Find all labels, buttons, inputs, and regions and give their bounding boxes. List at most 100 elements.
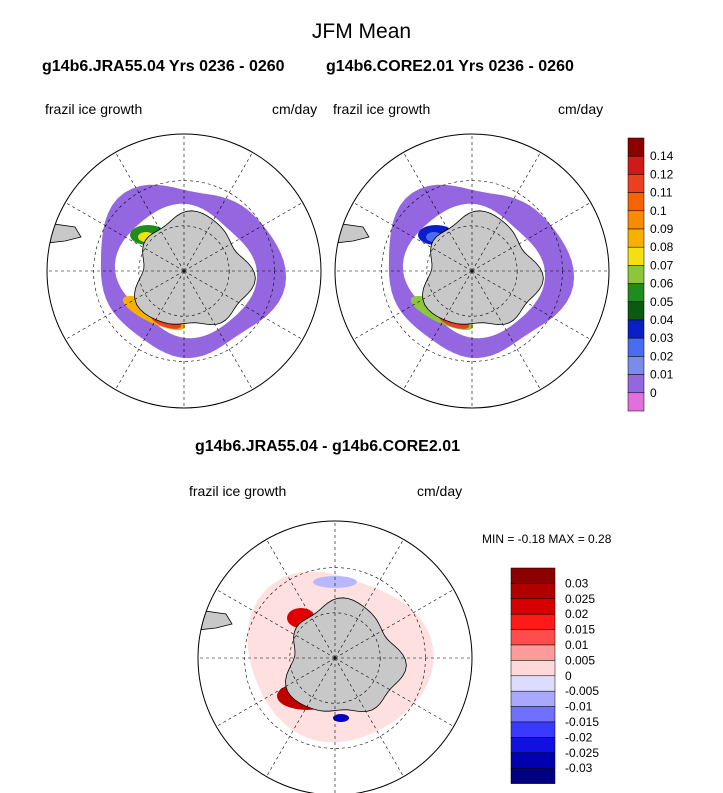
page-title: JFM Mean (311, 20, 412, 43)
colorbar-box (627, 301, 645, 321)
colorbar-label: 0.14 (650, 149, 674, 163)
south-america-landmass (47, 222, 82, 244)
colorbar-box (510, 583, 556, 600)
meridian-line (183, 270, 303, 340)
colorbar-box (510, 644, 556, 661)
latitude-circle-0 (289, 612, 381, 704)
colorbar-box (627, 155, 645, 175)
min-max-label: MIN = -0.18 MAX = 0.28 (482, 532, 612, 546)
south-america-landmass (198, 609, 233, 631)
colorbar-box (510, 598, 556, 615)
colorbar-label: 0.02 (650, 349, 674, 363)
colorbar-box (510, 721, 556, 738)
subtitle-left: g14b6.JRA55.04 Yrs 0236 - 0260 (42, 58, 285, 75)
colorbar-label: -0.01 (565, 700, 593, 714)
subtitle-right: g14b6.CORE2.01 Yrs 0236 - 0260 (326, 58, 574, 75)
colorbar-label: -0.015 (565, 715, 599, 729)
meridian-line (115, 152, 185, 272)
mean-colorbar: 0.14 0.12 0.11 0.1 0.09 0.08 0.07 0.06 0.05 0.04 0… (627, 137, 674, 412)
colorbar-label: 0.06 (650, 277, 674, 291)
colorbar-box (627, 392, 645, 412)
colorbar-box (627, 174, 645, 193)
colorbar-label: -0.025 (565, 746, 599, 760)
map-border (197, 520, 473, 793)
colorbar-label: 0.09 (650, 222, 674, 236)
meridian-line (403, 270, 473, 390)
colorbar-label: 0.05 (650, 295, 674, 309)
colorbar-box (510, 567, 556, 584)
colorbar-box (510, 767, 556, 784)
colorbar-box (627, 319, 645, 339)
colorbar-label: 0 (565, 669, 572, 683)
colorbar-box (627, 265, 645, 284)
meridian-line (65, 270, 185, 340)
colorbar-box (510, 660, 556, 677)
meridian-line (334, 539, 404, 659)
meridian-line (115, 270, 185, 390)
polar-map-1 (334, 133, 610, 409)
meridian-line (216, 589, 336, 659)
meridian-line (471, 270, 541, 390)
diff-negative-south (333, 714, 349, 722)
colorbar-box (627, 337, 645, 357)
colorbar-box (627, 228, 645, 248)
meridian-line (266, 657, 336, 777)
panel1-units-label: cm/day (272, 101, 318, 117)
meridian-line (471, 202, 591, 272)
colorbar-box (510, 752, 556, 769)
colorbar-label: 0.01 (565, 638, 589, 652)
colorbar-box (510, 690, 556, 707)
colorbar-label: 0.015 (565, 623, 595, 637)
map-border (334, 133, 610, 409)
colorbar-box (627, 210, 645, 230)
colorbar-label: 0.005 (565, 653, 595, 667)
map-border (46, 133, 322, 409)
meridian-line (183, 270, 253, 390)
meridian-line (471, 270, 591, 340)
meridian-line (65, 202, 185, 272)
colorbar-box (510, 737, 556, 754)
colorbar-box (510, 613, 556, 630)
panel2-variable-label: frazil ice growth (333, 101, 431, 117)
meridian-line (471, 152, 541, 272)
colorbar-label: 0.12 (650, 167, 674, 181)
colorbar-label: 0.02 (565, 607, 589, 621)
panel1-variable-label: frazil ice growth (45, 101, 143, 117)
colorbar-box (510, 706, 556, 723)
meridian-line (334, 657, 404, 777)
colorbar-box (627, 246, 645, 266)
latitude-circle-0 (138, 225, 230, 317)
colorbar-box (627, 356, 645, 375)
diff-negative-north (313, 576, 357, 588)
colorbar-label: 0.01 (650, 368, 674, 382)
colorbar-label: -0.005 (565, 684, 599, 698)
panel2-units-label: cm/day (558, 101, 604, 117)
colorbar-box (510, 629, 556, 646)
antarctica-landmass (422, 210, 544, 326)
meridian-line (266, 539, 336, 659)
colorbar-label: 0.04 (650, 313, 674, 327)
colorbar-label: -0.03 (565, 761, 593, 775)
colorbar-label: 0.03 (565, 576, 589, 590)
diff-colorbar: 0.030.0250.020.0150.010.0050-0.005-0.01-… (510, 567, 599, 784)
panel3-variable-label: frazil ice growth (189, 483, 287, 499)
colorbar-box (627, 374, 645, 394)
colorbar-label: 0.03 (650, 331, 674, 345)
antarctica-landmass (285, 597, 407, 713)
colorbar-box (510, 675, 556, 692)
meridian-line (183, 202, 303, 272)
colorbar-label: 0.08 (650, 240, 674, 254)
south-america-landmass (335, 222, 370, 244)
panel3-units-label: cm/day (417, 483, 463, 499)
polar-map-0 (46, 133, 322, 409)
diff-title: g14b6.JRA55.04 - g14b6.CORE2.01 (194, 438, 460, 455)
polar-map-2 (197, 520, 473, 793)
colorbar-label: 0.07 (650, 258, 674, 272)
colorbar-box (627, 283, 645, 303)
meridian-line (334, 589, 454, 659)
colorbar-label: 0.1 (650, 204, 667, 218)
meridian-line (334, 657, 454, 727)
colorbar-label: 0 (650, 386, 657, 400)
meridian-line (353, 202, 473, 272)
